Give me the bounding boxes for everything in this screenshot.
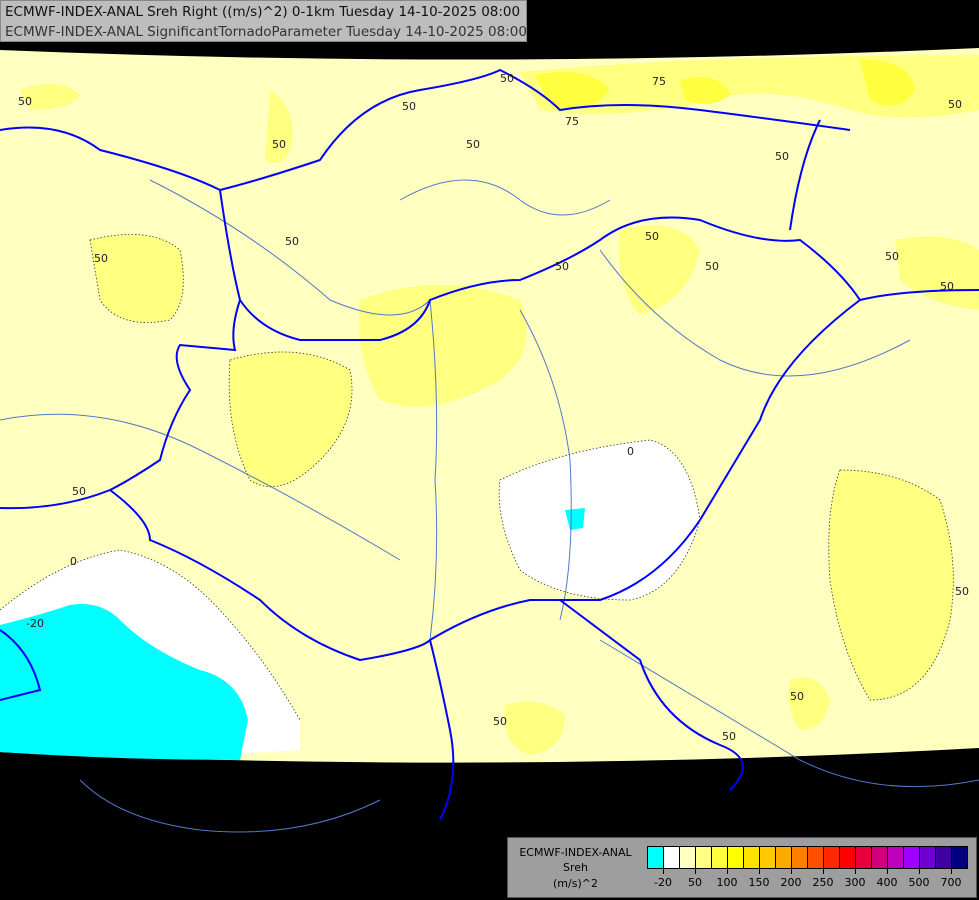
legend-swatch [680, 847, 696, 868]
legend-tick [887, 869, 888, 874]
svg-text:0: 0 [70, 555, 77, 568]
svg-text:50: 50 [466, 138, 480, 151]
legend-swatch [728, 847, 744, 868]
legend-tick [919, 869, 920, 874]
legend-tick [727, 869, 728, 874]
legend-swatch [664, 847, 680, 868]
legend-tick [823, 869, 824, 874]
legend-swatch [904, 847, 920, 868]
legend-tick [951, 869, 952, 874]
legend-swatch [888, 847, 904, 868]
legend-tick [855, 869, 856, 874]
negative-sreh-spot [565, 508, 585, 530]
legend-swatch [744, 847, 760, 868]
legend-tick-label: 400 [876, 876, 898, 889]
svg-text:50: 50 [285, 235, 299, 248]
legend-tick-label: 50 [688, 876, 702, 889]
legend-swatch [856, 847, 872, 868]
svg-text:50: 50 [500, 72, 514, 85]
svg-text:75: 75 [652, 75, 666, 88]
legend-tick-label: 250 [812, 876, 834, 889]
contour-labels: 50 50 50 50 50 50 50 75 75 50 50 50 50 5… [18, 72, 969, 743]
legend-tick-label: 700 [940, 876, 962, 889]
legend-swatch [760, 847, 776, 868]
legend-swatch [712, 847, 728, 868]
svg-text:50: 50 [18, 95, 32, 108]
legend-swatch [824, 847, 840, 868]
legend-tick-label: 500 [908, 876, 930, 889]
svg-text:50: 50 [940, 280, 954, 293]
legend-tick-label: 300 [844, 876, 866, 889]
svg-text:50: 50 [402, 100, 416, 113]
legend-swatch [840, 847, 856, 868]
svg-text:50: 50 [272, 138, 286, 151]
svg-text:50: 50 [885, 250, 899, 263]
legend-ticks: -20 50 100 150 200 250 300 400 500 700 [647, 869, 967, 897]
legend-tick [791, 869, 792, 874]
title-line-stp: ECMWF-INDEX-ANAL SignificantTornadoParam… [5, 24, 527, 40]
svg-text:50: 50 [72, 485, 86, 498]
svg-text:50: 50 [955, 585, 969, 598]
legend-swatch [776, 847, 792, 868]
svg-text:50: 50 [493, 715, 507, 728]
legend-swatch [648, 847, 664, 868]
rivers [0, 179, 979, 833]
data-domain-field [0, 48, 979, 763]
svg-text:50: 50 [94, 252, 108, 265]
legend-swatch [696, 847, 712, 868]
legend-tick-label: 100 [716, 876, 738, 889]
legend-tick [759, 869, 760, 874]
legend-tick [695, 869, 696, 874]
svg-text:-20: -20 [26, 617, 44, 630]
title-line-sreh: ECMWF-INDEX-ANAL Sreh Right ((m/s)^2) 0-… [5, 4, 521, 20]
contour-lines [0, 234, 954, 721]
legend-swatch [872, 847, 888, 868]
legend-swatch [792, 847, 808, 868]
map-title: ECMWF-INDEX-ANAL Sreh Right ((m/s)^2) 0-… [0, 0, 527, 42]
legend-tick-label: 150 [748, 876, 770, 889]
country-borders [0, 68, 979, 821]
legend-swatch [920, 847, 936, 868]
legend-color-scale [647, 846, 968, 869]
legend-swatch [936, 847, 952, 868]
legend-parameter: Sreh [562, 861, 588, 874]
svg-text:50: 50 [705, 260, 719, 273]
zero-sreh-area [499, 440, 700, 600]
negative-sreh-area [0, 604, 248, 760]
legend-swatch [952, 847, 967, 868]
high-sreh-areas [535, 59, 915, 108]
color-legend: ECMWF-INDEX-ANAL Sreh (m/s)^2 -20 50 100 15… [507, 837, 977, 898]
svg-text:50: 50 [555, 260, 569, 273]
svg-text:50: 50 [722, 730, 736, 743]
legend-model: ECMWF-INDEX-ANAL [519, 846, 632, 859]
svg-text:0: 0 [627, 445, 634, 458]
legend-unit: (m/s)^2 [553, 877, 598, 890]
svg-text:75: 75 [565, 115, 579, 128]
legend-tick-label: -20 [654, 876, 672, 889]
svg-text:50: 50 [645, 230, 659, 243]
legend-swatch [808, 847, 824, 868]
svg-text:50: 50 [948, 98, 962, 111]
svg-text:50: 50 [775, 150, 789, 163]
legend-tick-label: 200 [780, 876, 802, 889]
svg-text:50: 50 [790, 690, 804, 703]
legend-tick [663, 869, 664, 874]
